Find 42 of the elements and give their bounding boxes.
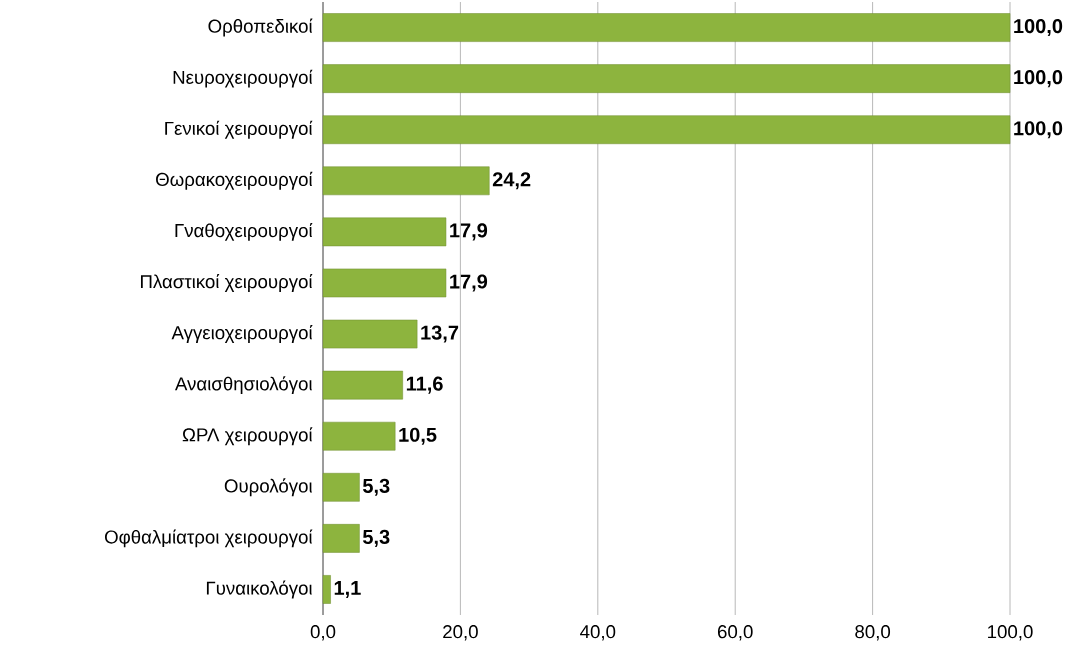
y-tick-label: Αναισθησιολόγοι: [174, 376, 313, 395]
x-tick-label: 100,0: [988, 625, 1033, 641]
data-label: 100,0: [1014, 121, 1063, 139]
y-tick-label: Γενικοί χειρουργοί: [165, 120, 313, 139]
data-label: 5,3: [362, 529, 390, 547]
bar: [322, 472, 360, 502]
y-tick-label: Θωρακοχειρουργοί: [156, 171, 313, 190]
y-tick-label: Γυναικολόγοι: [206, 580, 313, 599]
y-tick-label: Νευροχειρουργοί: [173, 69, 313, 88]
y-tick-label: Ουρολόγοι: [224, 478, 313, 497]
bar: [322, 268, 447, 298]
bar: [322, 115, 1011, 145]
data-label: 11,6: [406, 376, 443, 394]
x-tick-label: 40,0: [580, 625, 616, 641]
bar: [322, 319, 418, 349]
x-tick-label: 80,0: [855, 625, 891, 641]
bar: [322, 421, 396, 451]
y-tick-label: Οφθαλμίατροι χειρουργοί: [105, 529, 313, 548]
x-tick-label: 0,0: [310, 625, 336, 641]
data-label: 17,9: [450, 223, 488, 241]
data-label: 24,2: [492, 172, 531, 190]
bar: [322, 217, 447, 247]
data-label: 100,0: [1014, 70, 1063, 88]
bar: [322, 370, 403, 400]
data-label: 100,0: [1014, 19, 1063, 37]
y-tick-label: ΩΡΛ χειρουργοί: [182, 427, 313, 446]
bar: [322, 524, 360, 553]
bar: [322, 166, 490, 196]
data-label: 1,1: [334, 581, 361, 598]
data-label: 10,5: [399, 427, 437, 445]
x-tick-label: 60,0: [717, 625, 753, 641]
x-tick-label: 20,0: [443, 625, 478, 641]
y-tick-label: Γναθοχειρουργοί: [175, 222, 313, 241]
bar: [322, 13, 1011, 42]
data-label: 5,3: [362, 478, 390, 496]
y-tick-label: Ορθοπεδικοί: [208, 18, 313, 37]
y-tick-label: Πλαστικοί χειρουργοί: [140, 273, 313, 292]
y-tick-label: Αγγειοχειρουργοί: [171, 325, 313, 344]
bar: [322, 575, 331, 604]
data-label: 13,7: [421, 325, 459, 343]
bar: [322, 64, 1011, 93]
data-label: 17,9: [450, 274, 488, 292]
